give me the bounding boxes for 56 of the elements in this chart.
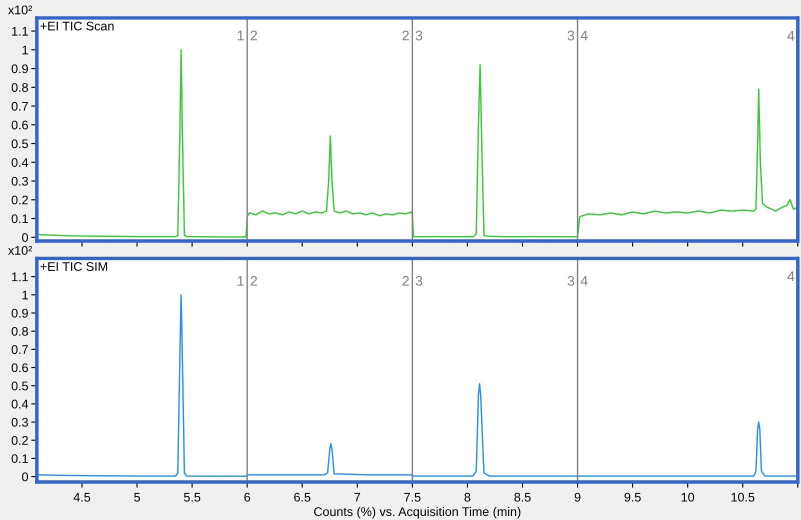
- x-axis-title: Counts (%) vs. Acquisition Time (min): [314, 506, 520, 519]
- y-tick-label: 0.7: [12, 102, 28, 111]
- y-tick-label: 0.6: [12, 363, 28, 372]
- x-tick-label: 4.5: [74, 492, 90, 502]
- y-tick-label: 0.6: [12, 120, 28, 130]
- x-tick-label: 8: [464, 492, 470, 502]
- y-tick-label: 0.3: [12, 176, 28, 186]
- y-tick-label: 0.5: [12, 381, 28, 390]
- y-tick-label: 0.5: [12, 139, 28, 148]
- y-tick-label: 0.8: [12, 83, 28, 92]
- annotation: 3: [416, 30, 422, 40]
- x-tick-label: 9: [574, 492, 580, 502]
- x-tick-label: 8.5: [514, 492, 531, 502]
- annotation: 4: [787, 30, 794, 40]
- annotation: 2: [402, 276, 409, 286]
- y-tick-label: 0.3: [12, 418, 28, 427]
- annotation: 3: [568, 30, 574, 40]
- chart-title: +EI TIC Scan: [40, 22, 114, 30]
- annotation: 2: [250, 30, 257, 40]
- annotation: 1: [238, 276, 244, 286]
- x-tick-label: 6: [244, 492, 250, 502]
- x-tick-label: 5.5: [184, 492, 200, 502]
- x-tick-label: 10: [682, 492, 694, 502]
- y-tick-label: 1.1: [12, 26, 28, 36]
- x-tick-label: 7.5: [404, 492, 421, 502]
- y-tick-label: 0: [22, 233, 28, 242]
- annotation: 2: [402, 30, 409, 40]
- y-tick-label: 0.9: [12, 308, 28, 318]
- annotation: 1: [238, 30, 244, 40]
- y-tick-label: 0.4: [12, 400, 28, 409]
- annotation: 2: [250, 276, 257, 286]
- annotation: 3: [416, 276, 422, 286]
- y-axis-title: x10²: [8, 246, 32, 255]
- x-tick-label: 6.5: [294, 492, 310, 502]
- y-tick-label: 1.1: [12, 272, 28, 282]
- annotation: 4: [787, 271, 794, 282]
- y-tick-label: 0.8: [12, 326, 28, 336]
- y-tick-label: 0: [22, 472, 28, 482]
- x-tick-label: 10.5: [732, 492, 754, 502]
- annotation: 3: [568, 276, 574, 286]
- y-tick-label: 0.1: [12, 214, 28, 224]
- x-tick-label: 7: [354, 492, 360, 502]
- y-tick-label: 0.1: [12, 454, 28, 464]
- y-axis-title: x10²: [8, 6, 32, 14]
- x-tick-label: 5: [134, 492, 140, 502]
- y-tick-label: 0.4: [12, 158, 28, 167]
- y-tick-label: 0.2: [12, 436, 28, 445]
- y-tick-label: 1: [22, 290, 28, 300]
- annotation: 4: [580, 276, 588, 286]
- chart-title: +EI TIC SIM: [40, 262, 108, 271]
- y-tick-label: 0.7: [12, 345, 28, 354]
- y-tick-label: 1: [22, 46, 28, 54]
- y-tick-label: 0.2: [12, 196, 28, 204]
- annotation: 4: [580, 30, 588, 40]
- x-tick-label: 9.5: [624, 492, 641, 502]
- y-tick-label: 0.9: [12, 64, 28, 74]
